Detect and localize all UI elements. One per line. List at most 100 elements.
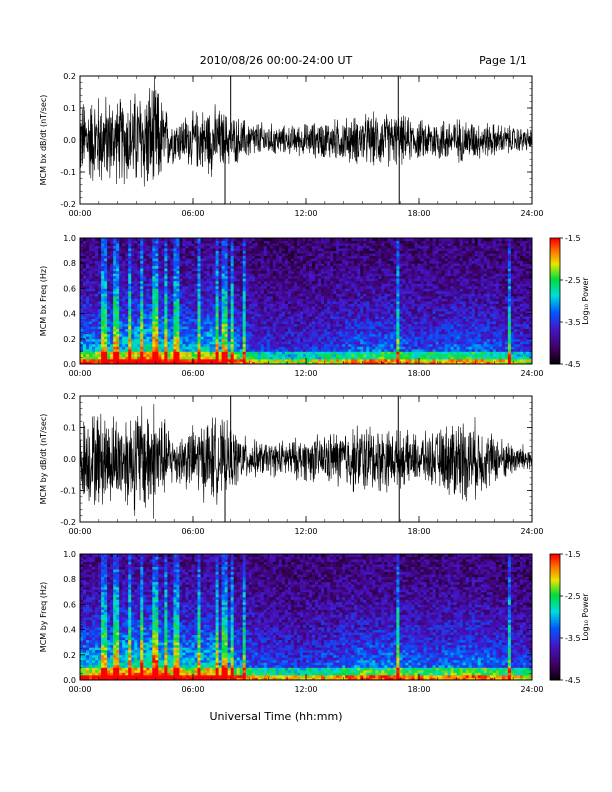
heatmap-cell xyxy=(237,354,240,357)
heatmap-cell xyxy=(107,288,110,291)
heatmap-cell xyxy=(258,311,261,314)
heatmap-cell xyxy=(294,319,297,322)
heatmap-cell xyxy=(237,278,240,281)
heatmap-cell xyxy=(267,324,270,327)
heatmap-cell xyxy=(228,334,231,337)
heatmap-cell xyxy=(167,316,170,319)
heatmap-cell xyxy=(119,356,122,359)
heatmap-cell xyxy=(201,321,204,324)
heatmap-cell xyxy=(303,258,306,261)
heatmap-cell xyxy=(306,241,309,244)
heatmap-cell xyxy=(213,266,216,269)
heatmap-cell xyxy=(228,311,231,314)
x-tick-label: 18:00 xyxy=(407,209,430,218)
heatmap-cell xyxy=(315,261,318,264)
heatmap-cell xyxy=(143,251,146,254)
heatmap-cell xyxy=(354,334,357,337)
heatmap-cell xyxy=(264,351,267,354)
heatmap-cell xyxy=(249,319,252,322)
heatmap-cell xyxy=(243,243,246,246)
heatmap-cell xyxy=(182,301,185,304)
heatmap-cell xyxy=(294,341,297,344)
heatmap-cell xyxy=(110,266,113,269)
heatmap-cell xyxy=(249,296,252,299)
heatmap-cell xyxy=(366,268,369,271)
heatmap-cell xyxy=(116,246,119,249)
heatmap-cell xyxy=(330,253,333,256)
heatmap-cell xyxy=(273,286,276,289)
heatmap-cell xyxy=(291,288,294,291)
heatmap-cell xyxy=(113,251,116,254)
heatmap-cell xyxy=(131,359,134,362)
heatmap-cell xyxy=(234,256,237,259)
heatmap-cell xyxy=(228,326,231,329)
heatmap-cell xyxy=(294,258,297,261)
heatmap-cell xyxy=(140,331,143,334)
heatmap-cell xyxy=(243,276,246,279)
heatmap-cell xyxy=(270,293,273,296)
heatmap-cell xyxy=(231,298,234,301)
heatmap-cell xyxy=(185,301,188,304)
heatmap-cell xyxy=(122,271,125,274)
heatmap-cell xyxy=(198,296,201,299)
heatmap-cell xyxy=(306,271,309,274)
heatmap-cell xyxy=(170,324,173,327)
heatmap-cell xyxy=(342,336,345,339)
heatmap-cell xyxy=(155,304,158,307)
heatmap-cell xyxy=(303,349,306,352)
heatmap-cell xyxy=(122,346,125,349)
heatmap-cell xyxy=(258,304,261,307)
heatmap-cell xyxy=(185,243,188,246)
heatmap-cell xyxy=(255,273,258,276)
heatmap-cell xyxy=(116,324,119,327)
heatmap-cell xyxy=(348,278,351,281)
heatmap-cell xyxy=(210,253,213,256)
heatmap-cell xyxy=(369,349,372,352)
heatmap-cell xyxy=(173,309,176,312)
heatmap-cell xyxy=(240,341,243,344)
heatmap-cell xyxy=(348,326,351,329)
heatmap-cell xyxy=(231,241,234,244)
heatmap-cell xyxy=(237,253,240,256)
heatmap-cell xyxy=(315,351,318,354)
heatmap-cell xyxy=(369,248,372,251)
heatmap-cell xyxy=(357,319,360,322)
heatmap-cell xyxy=(216,246,219,249)
heatmap-cell xyxy=(86,354,89,357)
heatmap-cell xyxy=(95,296,98,299)
heatmap-cell xyxy=(179,336,182,339)
heatmap-cell xyxy=(297,291,300,294)
heatmap-cell xyxy=(309,256,312,259)
heatmap-cell xyxy=(92,351,95,354)
heatmap-cell xyxy=(225,306,228,309)
heatmap-cell xyxy=(176,314,179,317)
heatmap-cell xyxy=(210,266,213,269)
heatmap-cell xyxy=(155,314,158,317)
heatmap-cell xyxy=(363,331,366,334)
heatmap-cell xyxy=(324,268,327,271)
heatmap-cell xyxy=(113,306,116,309)
heatmap-cell xyxy=(249,266,252,269)
heatmap-cell xyxy=(146,258,149,261)
heatmap-cell xyxy=(107,298,110,301)
heatmap-cell xyxy=(80,266,83,269)
heatmap-cell xyxy=(279,251,282,254)
heatmap-cell xyxy=(167,344,170,347)
heatmap-cell xyxy=(110,283,113,286)
heatmap-cell xyxy=(213,316,216,319)
heatmap-cell xyxy=(182,296,185,299)
heatmap-cell xyxy=(225,253,228,256)
heatmap-cell xyxy=(237,283,240,286)
heatmap-cell xyxy=(152,283,155,286)
heatmap-cell xyxy=(146,246,149,249)
heatmap-cell xyxy=(104,329,107,332)
heatmap-cell xyxy=(158,263,161,266)
heatmap-cell xyxy=(164,268,167,271)
heatmap-cell xyxy=(240,281,243,284)
heatmap-cell xyxy=(273,288,276,291)
heatmap-cell xyxy=(86,326,89,329)
heatmap-cell xyxy=(303,326,306,329)
heatmap-cell xyxy=(95,283,98,286)
heatmap-cell xyxy=(336,241,339,244)
heatmap-cell xyxy=(264,356,267,359)
